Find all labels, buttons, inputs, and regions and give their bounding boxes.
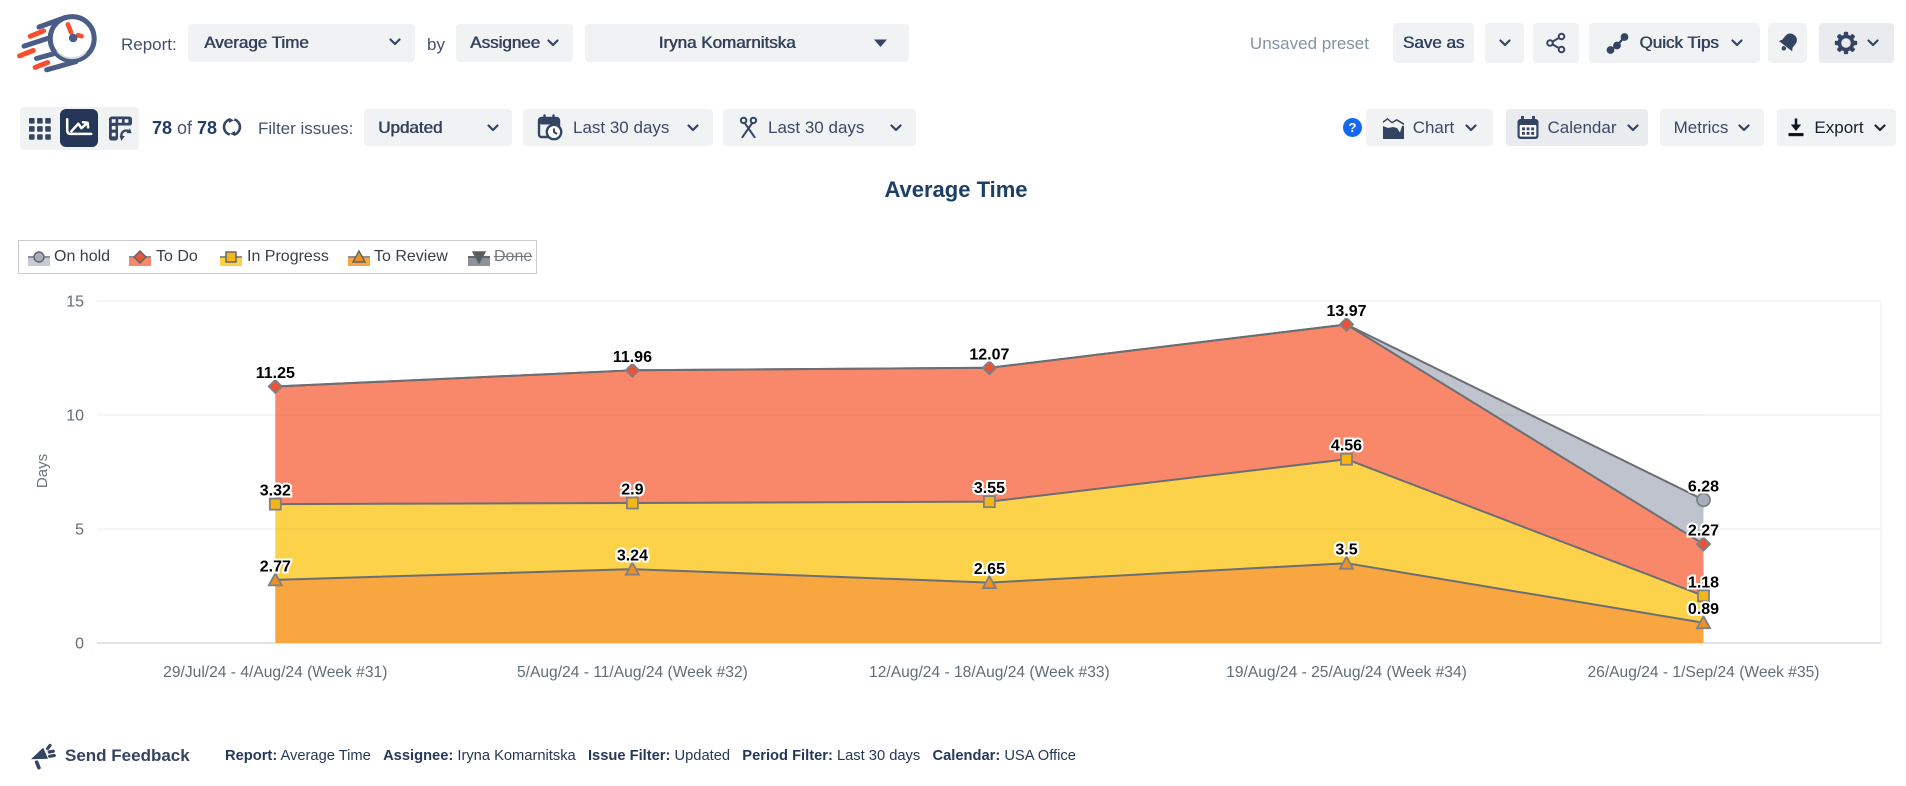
svg-text:12.07: 12.07 <box>969 346 1009 363</box>
svg-text:5/Aug/24 - 11/Aug/24 (Week #32: 5/Aug/24 - 11/Aug/24 (Week #32) <box>517 664 748 681</box>
svg-text:13.97: 13.97 <box>1326 303 1366 320</box>
svg-text:5: 5 <box>75 522 84 539</box>
svg-text:3.24: 3.24 <box>617 548 648 565</box>
svg-text:2.65: 2.65 <box>974 561 1005 578</box>
svg-text:2.77: 2.77 <box>260 558 291 575</box>
svg-text:4.56: 4.56 <box>1331 438 1362 455</box>
svg-text:12/Aug/24 - 18/Aug/24 (Week #3: 12/Aug/24 - 18/Aug/24 (Week #33) <box>869 664 1110 681</box>
svg-text:11.96: 11.96 <box>613 349 652 366</box>
svg-text:3.32: 3.32 <box>260 483 291 500</box>
svg-text:15: 15 <box>66 294 84 311</box>
svg-text:6.28: 6.28 <box>1688 478 1719 495</box>
svg-text:2.9: 2.9 <box>621 482 643 499</box>
svg-text:Days: Days <box>34 454 51 488</box>
svg-text:3.55: 3.55 <box>974 480 1005 497</box>
svg-text:29/Jul/24 - 4/Aug/24 (Week #31: 29/Jul/24 - 4/Aug/24 (Week #31) <box>163 664 387 681</box>
svg-text:1.18: 1.18 <box>1688 574 1719 591</box>
svg-text:11.25: 11.25 <box>256 365 295 382</box>
svg-text:2.27: 2.27 <box>1688 523 1719 540</box>
svg-text:0: 0 <box>75 636 84 653</box>
svg-text:3.5: 3.5 <box>1335 542 1357 559</box>
svg-text:0.89: 0.89 <box>1688 601 1719 618</box>
svg-text:19/Aug/24 - 25/Aug/24 (Week #3: 19/Aug/24 - 25/Aug/24 (Week #34) <box>1226 664 1467 681</box>
svg-text:26/Aug/24 - 1/Sep/24 (Week #35: 26/Aug/24 - 1/Sep/24 (Week #35) <box>1587 664 1819 681</box>
svg-text:10: 10 <box>66 408 84 425</box>
